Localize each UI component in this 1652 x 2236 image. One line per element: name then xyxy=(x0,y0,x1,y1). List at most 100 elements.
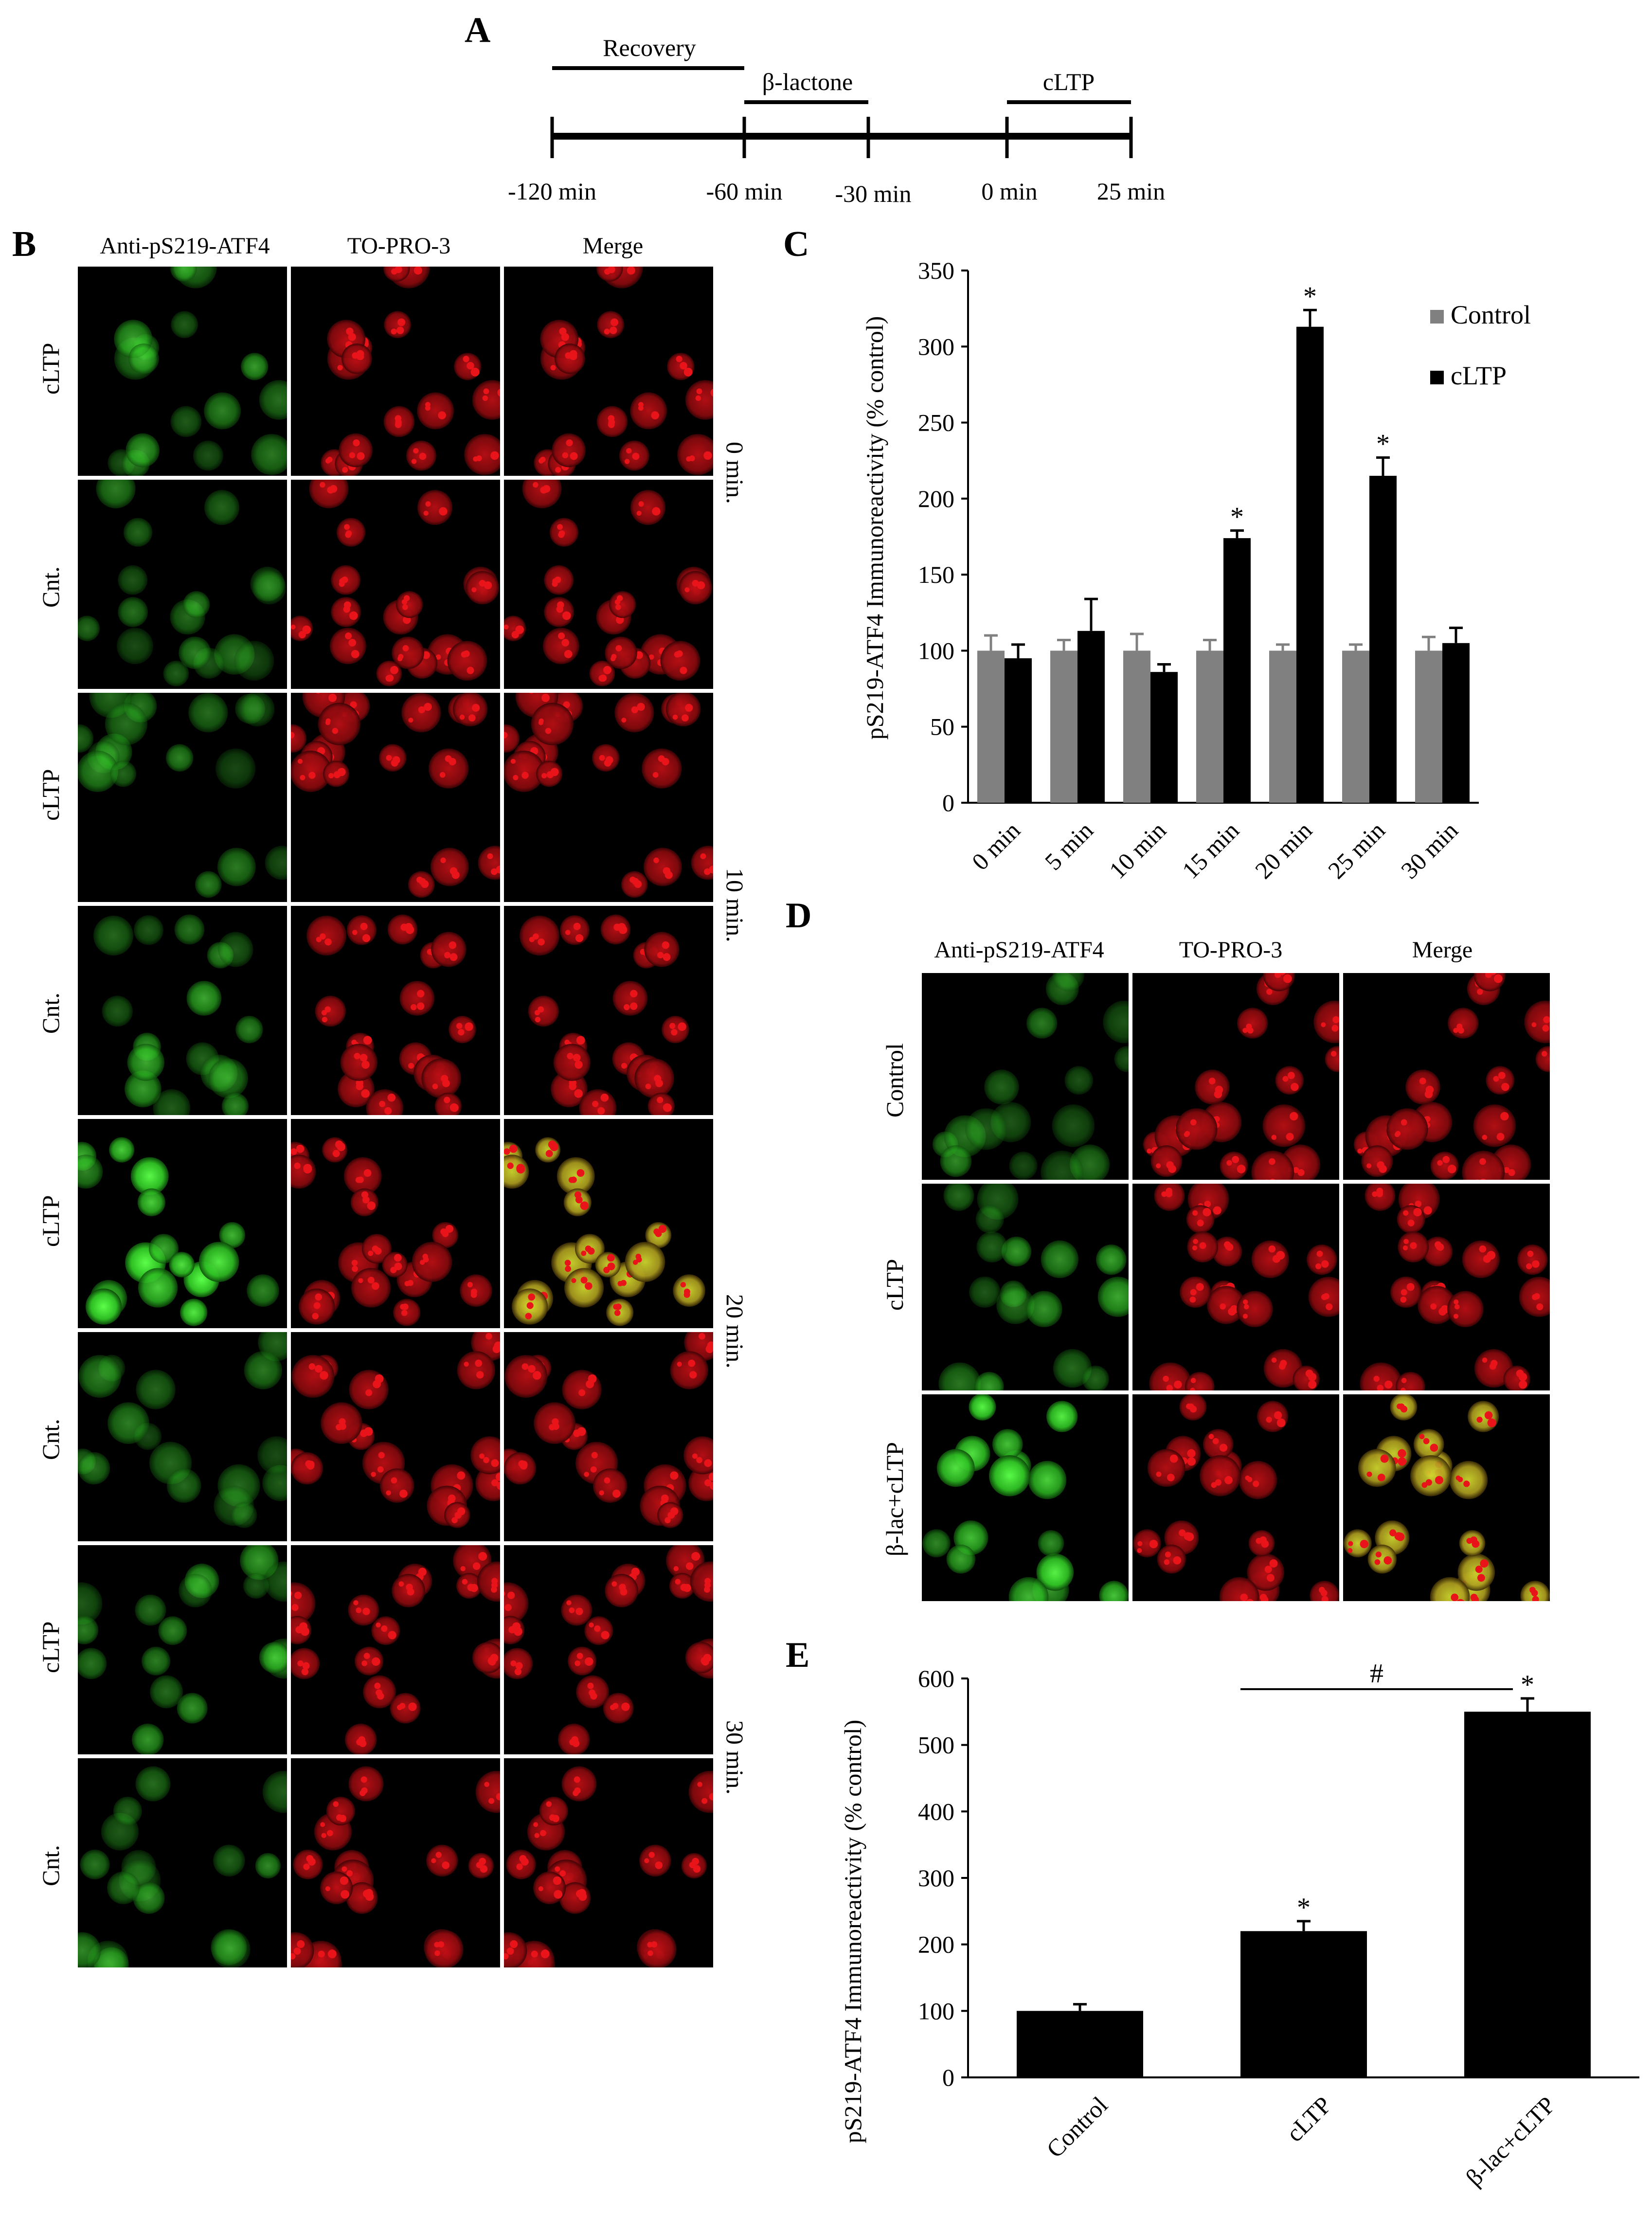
micrograph-red xyxy=(1132,973,1339,1180)
row-label: cLTP xyxy=(37,1621,64,1674)
micrograph-green xyxy=(78,267,287,476)
micrograph-green xyxy=(78,1332,287,1541)
legend-swatch xyxy=(1430,310,1444,324)
panel-label-d: D xyxy=(786,896,812,936)
micrograph-red xyxy=(291,1758,500,1967)
bar xyxy=(1050,650,1077,803)
x-tick-label: 5 min xyxy=(1040,816,1098,875)
micrograph-green xyxy=(78,1545,287,1754)
phase-label-beta-lactone: β-lactone xyxy=(762,68,853,95)
micrograph-green xyxy=(78,906,287,1115)
x-tick-label: β-lac+cLTP xyxy=(1460,2091,1561,2191)
panel-label-a: A xyxy=(465,10,491,50)
legend-label: cLTP xyxy=(1451,361,1507,390)
y-tick-label: 250 xyxy=(918,409,954,436)
micrograph-green xyxy=(78,1758,287,1967)
bar xyxy=(1296,326,1324,803)
micrograph-green xyxy=(922,1394,1129,1601)
micrograph-green xyxy=(78,693,287,902)
y-tick-label: 150 xyxy=(918,561,954,588)
legend-swatch xyxy=(1430,371,1444,384)
timepoint-label: 20 min. xyxy=(721,1294,749,1369)
micrograph-merge xyxy=(1343,973,1550,1180)
row-label: Cnt. xyxy=(37,1845,64,1886)
phase-label-recovery: Recovery xyxy=(603,34,696,61)
row-label: cLTP xyxy=(37,343,64,395)
micrograph-merge xyxy=(504,480,713,689)
bar xyxy=(1240,1931,1367,2077)
tick-label: 25 min xyxy=(1097,178,1165,205)
bar xyxy=(1150,672,1178,803)
row-label: cLTP xyxy=(37,1195,64,1247)
y-tick-label: 0 xyxy=(942,789,954,816)
x-tick-label: 25 min xyxy=(1323,816,1390,884)
column-title-merge: Merge xyxy=(582,233,644,259)
x-tick-label: 0 min xyxy=(967,816,1025,875)
y-axis-label: pS219-ATF4 Immunoreactivity (% control) xyxy=(839,1720,866,2144)
y-tick-label: 350 xyxy=(918,257,954,284)
y-tick-label: 600 xyxy=(918,1665,954,1692)
y-axis-label: pS219-ATF4 Immunoreactivity (% control) xyxy=(861,316,888,740)
x-tick-label: 10 min xyxy=(1104,816,1171,884)
significance-marker: * xyxy=(1376,429,1390,459)
row-label: β-lac+cLTP xyxy=(881,1442,908,1556)
tick-label: 0 min xyxy=(981,178,1037,205)
micrograph-green xyxy=(922,1184,1129,1390)
micrograph-merge xyxy=(504,1332,713,1541)
significance-marker: * xyxy=(1521,1670,1534,1700)
y-tick-label: 200 xyxy=(918,485,954,512)
significance-marker: * xyxy=(1303,281,1317,311)
micrograph-red xyxy=(291,906,500,1115)
column-title-topro3: TO-PRO-3 xyxy=(347,233,451,259)
micrograph-red xyxy=(1132,1394,1339,1601)
micrograph-merge xyxy=(504,693,713,902)
x-tick-label: 15 min xyxy=(1177,816,1244,884)
column-title-atf4: Anti-pS219-ATF4 xyxy=(934,937,1104,963)
bar-chart-e: pS219-ATF4 Immunoreactivity (% control) … xyxy=(839,1659,1639,2191)
bar xyxy=(1342,650,1369,803)
significance-marker: * xyxy=(1230,502,1244,532)
x-tick-label: Control xyxy=(1041,2091,1113,2163)
column-title-merge: Merge xyxy=(1412,937,1473,963)
row-label: Cnt. xyxy=(37,566,64,608)
tick-label: -120 min xyxy=(508,178,596,205)
y-tick-label: 0 xyxy=(942,2064,954,2091)
y-tick-label: 500 xyxy=(918,1731,954,1759)
row-label: Cnt. xyxy=(37,992,64,1034)
y-tick-label: 300 xyxy=(918,1864,954,1892)
bar xyxy=(1269,650,1296,803)
y-tick-label: 300 xyxy=(918,333,954,360)
micrograph-merge xyxy=(1343,1184,1550,1390)
micrograph-red xyxy=(291,1545,500,1754)
y-tick-label: 100 xyxy=(918,1997,954,2024)
y-tick-label: 200 xyxy=(918,1931,954,1958)
row-label: cLTP xyxy=(37,769,64,821)
micrograph-green xyxy=(922,973,1129,1180)
micrograph-merge xyxy=(1343,1394,1550,1601)
micrograph-merge xyxy=(504,1545,713,1754)
panel-label-c: C xyxy=(783,224,809,264)
bracket-label: # xyxy=(1370,1659,1383,1689)
micrograph-red xyxy=(291,1119,500,1328)
panel-label-e: E xyxy=(786,1635,810,1675)
bar xyxy=(1017,2011,1143,2077)
phase-label-cltp: cLTP xyxy=(1043,68,1095,95)
column-title-topro3: TO-PRO-3 xyxy=(1179,937,1283,963)
timepoint-label: 0 min. xyxy=(721,442,749,504)
column-title-atf4: Anti-pS219-ATF4 xyxy=(100,233,270,259)
micrograph-red xyxy=(291,480,500,689)
bar xyxy=(1464,1712,1591,2077)
legend-label: Control xyxy=(1451,300,1531,329)
significance-marker: * xyxy=(1297,1893,1311,1923)
row-label: Control xyxy=(881,1043,908,1118)
micrograph-red xyxy=(291,267,500,476)
micrograph-red xyxy=(1132,1184,1339,1390)
x-tick-label: cLTP xyxy=(1281,2091,1337,2147)
y-tick-label: 400 xyxy=(918,1798,954,1825)
micrograph-merge xyxy=(504,906,713,1115)
y-tick-label: 100 xyxy=(918,637,954,664)
micrograph-green xyxy=(78,1119,287,1328)
tick-label: -60 min xyxy=(706,178,783,205)
bar xyxy=(1415,650,1442,803)
bar xyxy=(1123,650,1150,803)
